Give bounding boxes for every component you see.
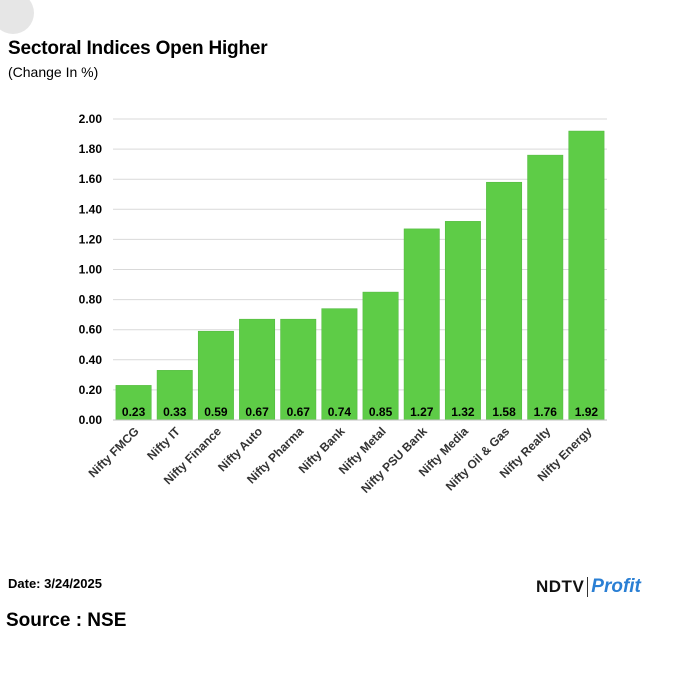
- brand-profit-text: Profit: [591, 576, 641, 597]
- data-label: 0.67: [287, 405, 311, 419]
- y-tick-label: 0.00: [79, 413, 103, 427]
- data-label: 0.67: [245, 405, 269, 419]
- brand-ndtv-text: NDTV: [536, 577, 585, 596]
- y-tick-label: 1.00: [79, 263, 103, 277]
- data-label: 0.59: [204, 405, 228, 419]
- bar: [444, 221, 481, 421]
- data-label: 1.58: [492, 405, 516, 419]
- y-tick-label: 0.80: [79, 293, 103, 307]
- data-label: 0.85: [369, 405, 393, 419]
- y-tick-label: 2.00: [79, 112, 103, 126]
- brand-logo: NDTV Profit: [536, 574, 641, 600]
- y-tick-label: 0.20: [79, 383, 103, 397]
- bar: [403, 228, 440, 421]
- y-tick-label: 1.40: [79, 202, 103, 216]
- data-label: 1.27: [410, 405, 434, 419]
- y-tick-label: 0.40: [79, 353, 103, 367]
- source-label: Source : NSE: [6, 610, 127, 631]
- bar: [239, 318, 276, 421]
- bar: [362, 291, 399, 421]
- x-tick-label: Nifty FMCG: [86, 424, 142, 480]
- y-tick-label: 1.60: [79, 172, 103, 186]
- chart-title: Sectoral Indices Open Higher: [8, 38, 268, 59]
- data-label: 0.74: [328, 405, 352, 419]
- date-label: Date: 3/24/2025: [8, 576, 102, 591]
- data-label: 1.76: [534, 405, 558, 419]
- data-label: 1.32: [451, 405, 475, 419]
- y-tick-label: 1.80: [79, 142, 103, 156]
- data-label: 0.23: [122, 405, 146, 419]
- bar-chart: 0.00 0.20 0.40 0.60 0.80 1.00 1.20 1.40 1.60 1.80…: [79, 112, 607, 496]
- y-tick-label: 1.20: [79, 232, 103, 246]
- data-label: 0.33: [163, 405, 187, 419]
- data-label: 1.92: [575, 405, 599, 419]
- bar: [486, 181, 523, 421]
- bar: [321, 308, 358, 421]
- chart-subtitle: (Change In %): [8, 64, 99, 80]
- brand-separator: [587, 577, 589, 597]
- bar: [527, 154, 564, 421]
- y-tick-label: 0.60: [79, 323, 103, 337]
- bar: [568, 130, 605, 421]
- bar: [156, 370, 193, 421]
- x-tick-label: Nifty IT: [144, 424, 183, 463]
